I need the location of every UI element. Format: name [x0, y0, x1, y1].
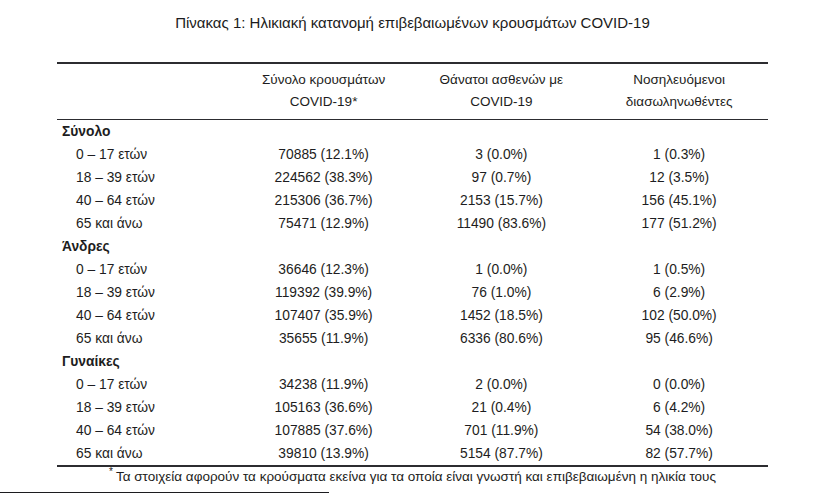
deaths-value: 1452 (18.5%)	[413, 304, 591, 327]
col-header-line: COVID-19	[413, 91, 591, 113]
cases-value: 39810 (13.9%)	[235, 442, 413, 466]
intubated-value: 12 (3.5%)	[590, 166, 768, 189]
cases-value: 36646 (12.3%)	[235, 258, 413, 281]
table-row: 40 – 64 ετών 215306 (36.7%) 2153 (15.7%)…	[57, 189, 768, 212]
intubated-value: 54 (38.0%)	[590, 419, 768, 442]
footnote: *Τα στοιχεία αφορούν τα κρούσματα εκείνα…	[57, 466, 768, 484]
empty-cell	[413, 120, 591, 144]
section-title: Σύνολο	[57, 120, 235, 144]
table-row: 65 και άνω 39810 (13.9%) 5154 (87.7%) 82…	[57, 442, 768, 466]
intubated-value: 6 (2.9%)	[590, 281, 768, 304]
age-label: 65 και άνω	[57, 327, 235, 350]
deaths-value: 701 (11.9%)	[413, 419, 591, 442]
age-label: 18 – 39 ετών	[57, 281, 235, 304]
col-header-line: COVID-19*	[235, 91, 413, 113]
table-caption: Πίνακας 1: Ηλικιακή κατανομή επιβεβαιωμέ…	[0, 14, 825, 31]
document-page: Πίνακας 1: Ηλικιακή κατανομή επιβεβαιωμέ…	[0, 0, 825, 498]
deaths-value: 5154 (87.7%)	[413, 442, 591, 466]
section-header-row: Σύνολο	[57, 120, 768, 144]
deaths-value: 1 (0.0%)	[413, 258, 591, 281]
age-label: 40 – 64 ετών	[57, 189, 235, 212]
table-row: 18 – 39 ετών 224562 (38.3%) 97 (0.7%) 12…	[57, 166, 768, 189]
intubated-value: 0 (0.0%)	[590, 373, 768, 396]
cases-value: 107407 (35.9%)	[235, 304, 413, 327]
cases-value: 70885 (12.1%)	[235, 143, 413, 166]
header-row: Σύνολο κρουσμάτων COVID-19* Θάνατοι ασθε…	[57, 63, 768, 120]
empty-cell	[235, 235, 413, 258]
footnote-text: Τα στοιχεία αφορούν τα κρούσματα εκείνα …	[116, 469, 716, 484]
age-label: 40 – 64 ετών	[57, 304, 235, 327]
deaths-value: 97 (0.7%)	[413, 166, 591, 189]
cases-value: 107885 (37.6%)	[235, 419, 413, 442]
page-footnote-rule	[0, 492, 329, 493]
empty-cell	[590, 235, 768, 258]
table-row: 40 – 64 ετών 107407 (35.9%) 1452 (18.5%)…	[57, 304, 768, 327]
empty-cell	[413, 235, 591, 258]
deaths-value: 2 (0.0%)	[413, 373, 591, 396]
col-header-intubated: Νοσηλευόμενοι διασωληνωθέντες	[590, 63, 768, 120]
table-row: 0 – 17 ετών 36646 (12.3%) 1 (0.0%) 1 (0.…	[57, 258, 768, 281]
intubated-value: 82 (57.7%)	[590, 442, 768, 466]
empty-header-cell	[57, 63, 235, 120]
covid-age-distribution-table: Σύνολο κρουσμάτων COVID-19* Θάνατοι ασθε…	[57, 62, 768, 467]
empty-cell	[413, 350, 591, 373]
col-header-line: Νοσηλευόμενοι	[590, 69, 768, 91]
intubated-value: 177 (51.2%)	[590, 212, 768, 235]
table-row: 18 – 39 ετών 105163 (36.6%) 21 (0.4%) 6 …	[57, 396, 768, 419]
intubated-value: 102 (50.0%)	[590, 304, 768, 327]
age-label: 65 και άνω	[57, 212, 235, 235]
age-label: 40 – 64 ετών	[57, 419, 235, 442]
table-row: 0 – 17 ετών 34238 (11.9%) 2 (0.0%) 0 (0.…	[57, 373, 768, 396]
table-row: 65 και άνω 75471 (12.9%) 11490 (83.6%) 1…	[57, 212, 768, 235]
deaths-value: 11490 (83.6%)	[413, 212, 591, 235]
intubated-value: 1 (0.3%)	[590, 143, 768, 166]
col-header-line: διασωληνωθέντες	[590, 91, 768, 113]
deaths-value: 6336 (80.6%)	[413, 327, 591, 350]
age-label: 18 – 39 ετών	[57, 166, 235, 189]
cases-value: 105163 (36.6%)	[235, 396, 413, 419]
footnote-marker: *	[109, 466, 113, 477]
cases-value: 34238 (11.9%)	[235, 373, 413, 396]
deaths-value: 2153 (15.7%)	[413, 189, 591, 212]
empty-cell	[235, 350, 413, 373]
col-header-line: Θάνατοι ασθενών με	[413, 69, 591, 91]
section-header-row: Γυναίκες	[57, 350, 768, 373]
intubated-value: 156 (45.1%)	[590, 189, 768, 212]
age-label: 0 – 17 ετών	[57, 373, 235, 396]
intubated-value: 6 (4.2%)	[590, 396, 768, 419]
table-row: 65 και άνω 35655 (11.9%) 6336 (80.6%) 95…	[57, 327, 768, 350]
intubated-value: 1 (0.5%)	[590, 258, 768, 281]
table-row: 0 – 17 ετών 70885 (12.1%) 3 (0.0%) 1 (0.…	[57, 143, 768, 166]
empty-cell	[590, 350, 768, 373]
cases-value: 119392 (39.9%)	[235, 281, 413, 304]
intubated-value: 95 (46.6%)	[590, 327, 768, 350]
empty-cell	[235, 120, 413, 144]
age-label: 0 – 17 ετών	[57, 258, 235, 281]
table-row: 18 – 39 ετών 119392 (39.9%) 76 (1.0%) 6 …	[57, 281, 768, 304]
table-row: 40 – 64 ετών 107885 (37.6%) 701 (11.9%) …	[57, 419, 768, 442]
cases-value: 35655 (11.9%)	[235, 327, 413, 350]
section-title: Άνδρες	[57, 235, 235, 258]
col-header-deaths: Θάνατοι ασθενών με COVID-19	[413, 63, 591, 120]
col-header-line: Σύνολο κρουσμάτων	[235, 69, 413, 91]
empty-cell	[590, 120, 768, 144]
deaths-value: 76 (1.0%)	[413, 281, 591, 304]
cases-value: 224562 (38.3%)	[235, 166, 413, 189]
age-label: 0 – 17 ετών	[57, 143, 235, 166]
cases-value: 215306 (36.7%)	[235, 189, 413, 212]
age-label: 18 – 39 ετών	[57, 396, 235, 419]
col-header-total-cases: Σύνολο κρουσμάτων COVID-19*	[235, 63, 413, 120]
age-label: 65 και άνω	[57, 442, 235, 466]
deaths-value: 3 (0.0%)	[413, 143, 591, 166]
deaths-value: 21 (0.4%)	[413, 396, 591, 419]
cases-value: 75471 (12.9%)	[235, 212, 413, 235]
section-header-row: Άνδρες	[57, 235, 768, 258]
section-title: Γυναίκες	[57, 350, 235, 373]
